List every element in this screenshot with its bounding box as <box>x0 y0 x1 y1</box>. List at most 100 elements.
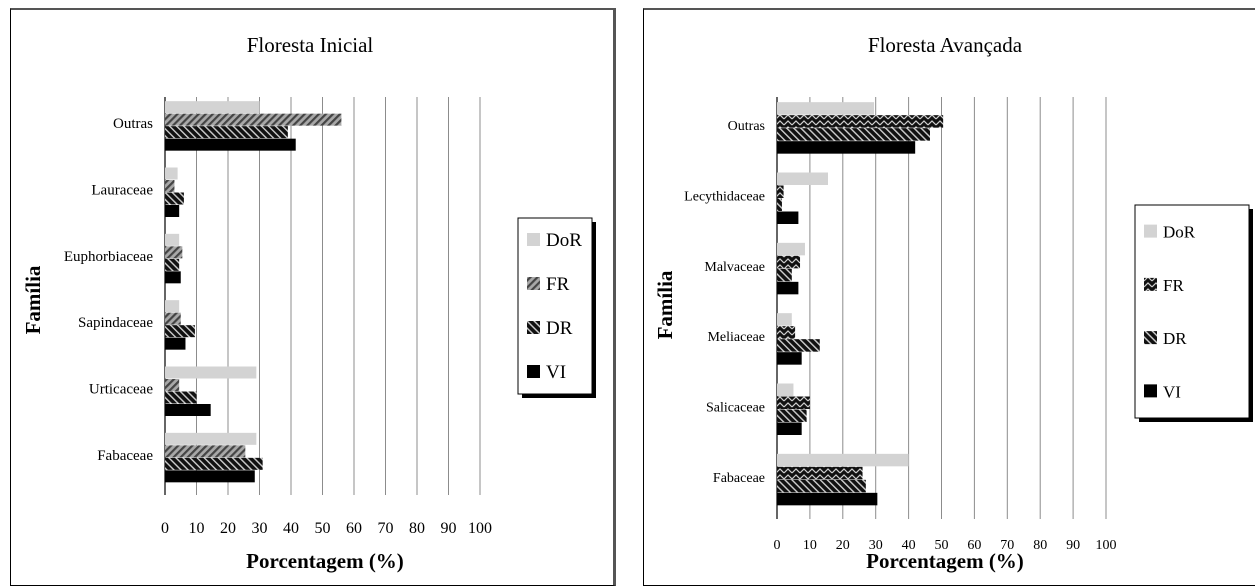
legend-swatch-dr <box>527 321 540 334</box>
y-tick-labels: Outras Lauraceae Euphorbiaceae Sapindaceae U… <box>64 116 153 464</box>
y-tick-label: Urticaceae <box>89 382 153 398</box>
legend-swatch-fr <box>1144 277 1157 291</box>
x-axis-label: Porcentagem (%) <box>866 549 1024 573</box>
bar-dor-malvaceae <box>777 242 805 256</box>
bar-vi-fabaceae <box>777 492 878 506</box>
legend-label-dr: DR <box>1163 329 1187 348</box>
x-tick-label: 30 <box>252 520 268 537</box>
bar-vi-lauraceae <box>165 205 180 217</box>
bar-vi-outras <box>165 138 296 151</box>
bar-dor-salicaceae <box>777 383 794 396</box>
bar-fr-lauraceae <box>165 180 175 192</box>
grid <box>164 97 481 495</box>
chart-title: Floresta Avançada <box>868 33 1023 57</box>
panel-floresta-inicial: Floresta Inicial Família Porcentagem (%)… <box>21 33 596 573</box>
legend-swatch-dr <box>1144 331 1157 345</box>
legend-label-dor: DoR <box>1163 223 1196 242</box>
y-tick-label: Outras <box>728 119 765 134</box>
x-tick-label: 70 <box>378 520 394 537</box>
y-axis-label: Família <box>21 265 45 334</box>
bar-dor-urticaceae <box>165 366 257 379</box>
bar-fr-outras <box>777 115 944 128</box>
x-tick-label: 90 <box>1066 538 1080 553</box>
bar-vi-sapindaceae <box>165 337 186 350</box>
bar-dr-salicaceae <box>777 409 807 422</box>
bar-vi-fabaceae <box>165 470 255 483</box>
bar-dr-malvaceae <box>777 268 792 282</box>
y-tick-label: Malvaceae <box>704 260 765 275</box>
x-tick-label: 80 <box>1033 538 1047 553</box>
y-tick-label: Fabaceae <box>713 471 765 486</box>
y-tick-label: Salicaceae <box>706 401 765 416</box>
bar-dr-lauraceae <box>165 192 184 205</box>
legend-label-fr: FR <box>1163 276 1184 295</box>
bar-fr-fabaceae <box>165 445 246 458</box>
x-tick-label: 0 <box>161 520 169 537</box>
y-tick-label: Sapindaceae <box>78 315 153 331</box>
legend-box <box>517 217 593 395</box>
legend-swatch-dor <box>527 233 540 246</box>
x-tick-label: 100 <box>468 520 492 537</box>
bar-dor-meliaceae <box>777 313 792 326</box>
x-tick-label: 60 <box>967 538 981 553</box>
y-tick-label: Euphorbiaceae <box>64 249 153 265</box>
x-tick-label: 0 <box>774 538 781 553</box>
x-tick-label: 70 <box>1000 538 1014 553</box>
y-tick-label: Lecythidaceae <box>684 190 765 205</box>
y-axis-label: Família <box>653 270 677 339</box>
bar-dor-euphorbiaceae <box>165 233 180 246</box>
bar-dr-euphorbiaceae <box>165 258 180 271</box>
bar-dr-lecythidaceae <box>777 198 782 211</box>
bar-vi-outras <box>777 141 916 154</box>
bar-dor-sapindaceae <box>165 300 180 313</box>
x-tick-label: 80 <box>409 520 425 537</box>
legend: DoR FR DR VI <box>517 217 596 398</box>
bar-dor-fabaceae <box>165 432 257 445</box>
bar-fr-lecythidaceae <box>777 185 784 198</box>
bar-dor-outras <box>777 102 875 115</box>
x-tick-label: 60 <box>346 520 362 537</box>
legend-swatch-dor <box>1144 224 1157 238</box>
chart-title: Floresta Inicial <box>247 33 374 57</box>
bar-dr-fabaceae <box>777 479 866 493</box>
y-tick-label: Meliaceae <box>707 330 765 345</box>
bar-dr-outras <box>777 128 930 141</box>
y-tick-label: Fabaceae <box>97 448 153 464</box>
x-tick-label: 30 <box>869 538 883 553</box>
x-tick-label: 50 <box>315 520 331 537</box>
x-axis-label: Porcentagem (%) <box>246 549 404 573</box>
bar-fr-fabaceae <box>777 466 863 480</box>
bar-fr-outras <box>165 113 342 126</box>
x-tick-labels: 0 10 20 30 40 50 60 70 80 90 100 <box>774 538 1117 553</box>
bar-fr-sapindaceae <box>165 312 181 325</box>
legend-label-dr: DR <box>546 318 573 339</box>
legend-label-dor: DoR <box>546 230 582 251</box>
bar-fr-malvaceae <box>777 255 801 269</box>
y-tick-labels: Outras Lecythidaceae Malvaceae Meliaceae Sal… <box>684 119 765 486</box>
x-tick-label: 50 <box>935 538 949 553</box>
panel-floresta-avancada: Floresta Avançada Família Porcentagem (%… <box>653 33 1253 573</box>
bar-fr-salicaceae <box>777 396 810 409</box>
bar-dor-lauraceae <box>165 167 178 180</box>
bar-dr-meliaceae <box>777 339 820 352</box>
bar-dor-outras <box>165 101 260 114</box>
bar-vi-malvaceae <box>777 281 799 295</box>
legend-swatch-fr <box>527 277 540 290</box>
x-tick-label: 40 <box>902 538 916 553</box>
legend: DoR FR DR VI <box>1134 204 1253 422</box>
bar-fr-meliaceae <box>777 326 796 339</box>
bar-dr-outras <box>165 126 288 139</box>
legend-swatch-vi <box>1144 384 1157 398</box>
x-tick-label: 100 <box>1096 538 1117 553</box>
bar-dor-fabaceae <box>777 453 909 467</box>
legend-label-vi: VI <box>1163 382 1181 401</box>
grid <box>776 97 1107 519</box>
x-tick-label: 40 <box>283 520 299 537</box>
bar-dr-fabaceae <box>165 457 263 470</box>
legend-box <box>1134 204 1250 419</box>
x-tick-label: 20 <box>220 520 236 537</box>
x-tick-label: 20 <box>836 538 850 553</box>
bar-dr-sapindaceae <box>165 325 195 338</box>
bars <box>777 102 944 506</box>
